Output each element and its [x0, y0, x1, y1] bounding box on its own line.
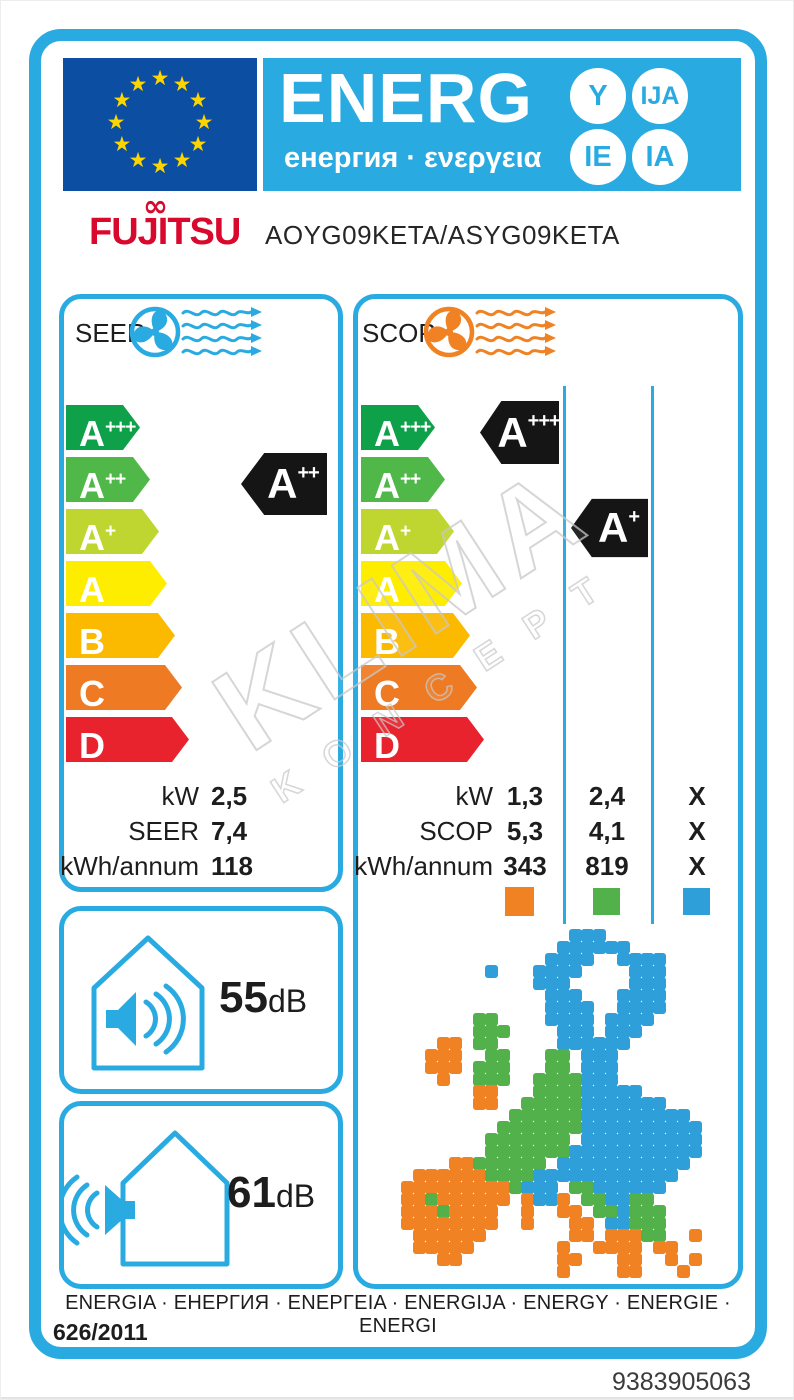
heating-value-average: 2,4	[588, 781, 626, 811]
scale-arrow-c: C	[66, 665, 182, 710]
outdoor-noise-icon	[59, 1130, 230, 1267]
cooling-value-row: SEER 7,4	[128, 816, 248, 846]
heating-value-cold: X	[688, 816, 706, 846]
scale-arrow-a-plus3: A+++	[66, 405, 140, 450]
heating-value-warm: 343	[503, 851, 547, 881]
energ-banner: ENERG енергия · ενεργεια Y IJA IE IA	[263, 58, 741, 191]
scale-arrow-a: A	[66, 561, 167, 606]
indoor-noise-icon	[91, 935, 205, 1071]
suffix-circle-ia: IA	[632, 129, 688, 185]
cooling-value-row: kWh/annum 118	[60, 851, 253, 881]
heating-value-cold: X	[688, 781, 706, 811]
eu-flag: ★ ★ ★ ★ ★ ★ ★ ★ ★ ★ ★ ★	[63, 58, 257, 191]
scale-arrow-d: D	[66, 717, 189, 762]
zone-divider-2	[651, 386, 654, 924]
scale-arrow-a-plus2: A++	[66, 457, 150, 502]
brand-swirl-icon: ∞	[143, 189, 168, 224]
regulation-number: 626/2011	[53, 1319, 148, 1345]
indoor-noise-box	[59, 906, 343, 1094]
scale-arrow-a-plus2: A++	[361, 457, 445, 502]
cold-zone-swatch	[683, 888, 710, 915]
europe-climate-map	[401, 929, 702, 1278]
heating-value-average: 4,1	[588, 816, 626, 846]
energ-title: ENERG	[279, 59, 533, 137]
indoor-noise-value: 55dB	[219, 973, 308, 1022]
heating-row-label: kW	[455, 781, 493, 811]
scan-edge-line	[1, 1397, 793, 1399]
cooling-fan-icon	[129, 306, 262, 358]
eu-flag-stars: ★ ★ ★ ★ ★ ★ ★ ★ ★ ★ ★ ★	[106, 66, 214, 178]
zone-divider-1	[563, 386, 566, 924]
suffix-circle-y: Y	[570, 68, 626, 124]
scop-title: SCOP	[362, 318, 436, 348]
cooling-scale: A+++ A++ A+ A B C D	[66, 405, 266, 769]
heating-fan-icon	[423, 306, 556, 358]
heating-row-label: SCOP	[419, 816, 493, 846]
heating-panel	[353, 294, 743, 1289]
average-zone-swatch	[593, 888, 620, 915]
cooling-panel	[59, 294, 343, 892]
heating-value-warm: 1,3	[506, 781, 544, 811]
energ-subtitle: енергия · ενεργεια	[284, 142, 542, 174]
suffix-circle-ija: IJA	[632, 68, 688, 124]
heating-scale: A+++ A++ A+ A B C D	[361, 405, 561, 769]
scale-arrow-a-plus1: A+	[361, 509, 454, 554]
heating-value-warm: 5,3	[506, 816, 544, 846]
scale-arrow-b: B	[361, 613, 470, 658]
outdoor-noise-value: 61dB	[227, 1168, 316, 1217]
scale-arrow-a: A	[361, 561, 462, 606]
heating-value-average: 819	[585, 851, 629, 881]
serial-number: 9383905063	[611, 1368, 751, 1396]
warm-zone-swatch	[505, 887, 534, 916]
model-number: AOYG09KETA/ASYG09KETA	[265, 220, 620, 250]
energy-words: ENERGIA · ЕНЕРГИЯ · ΕΝΕΡΓΕΙΑ · ENERGIJA …	[65, 1292, 731, 1337]
scale-arrow-a-plus1: A+	[66, 509, 159, 554]
heating-rating-badge-warm-zone: A +++	[480, 401, 559, 464]
suffix-circle-ie: IE	[570, 129, 626, 185]
cooling-value-row: kW 2,5	[161, 781, 248, 811]
scale-arrow-c: C	[361, 665, 477, 710]
scale-arrow-b: B	[66, 613, 175, 658]
heating-value-cold: X	[688, 851, 706, 881]
brand-logo: FUJITSU	[89, 211, 241, 253]
heating-row-label: kWh/annum	[354, 851, 493, 881]
scale-arrow-a-plus3: A+++	[361, 405, 435, 450]
scale-arrow-d: D	[361, 717, 484, 762]
